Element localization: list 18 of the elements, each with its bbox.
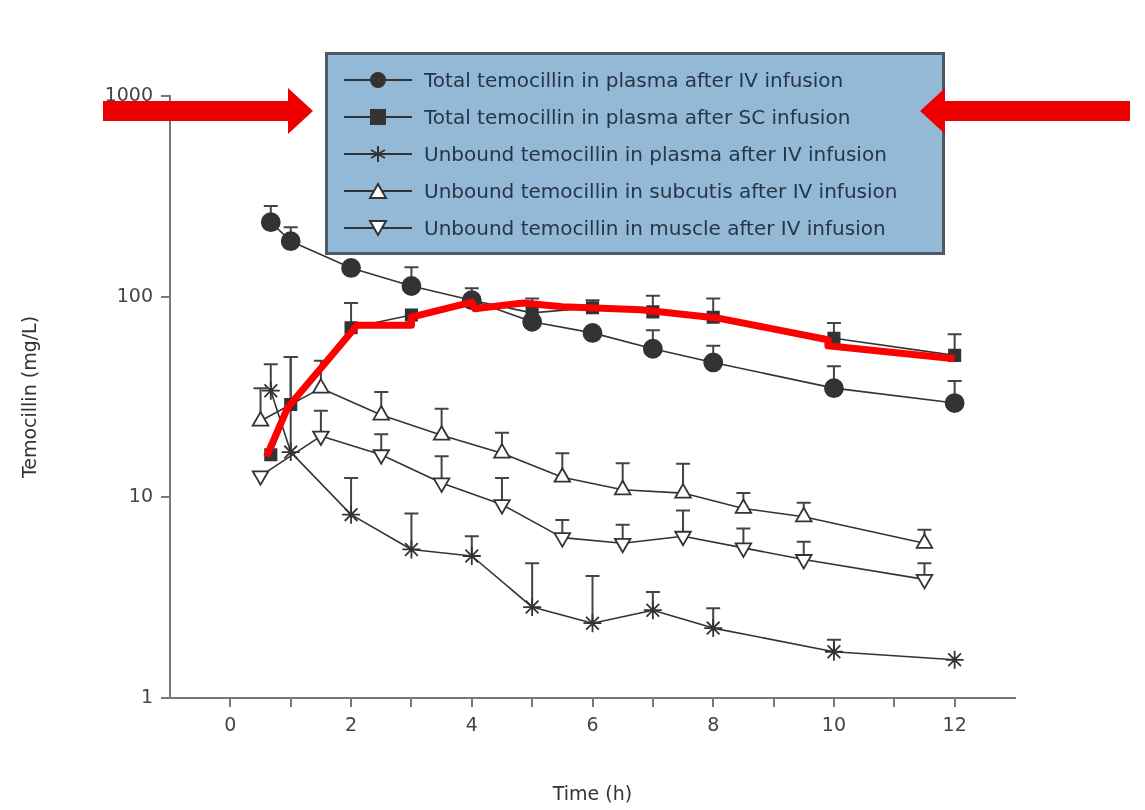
legend-label: Unbound temocillin in muscle after IV infusion	[424, 215, 886, 240]
y-tick-label: 1000	[104, 82, 153, 105]
legend-label: Unbound temocillin in subcutis after IV infusion	[424, 178, 898, 203]
legend-label: Total temocillin in plasma after SC infusion	[424, 104, 851, 129]
legend-label: Unbound temocillin in plasma after IV infusion	[424, 141, 887, 166]
x-axis-title: Time (h)	[551, 781, 633, 804]
y-tick-label: 100	[116, 283, 153, 306]
y-tick-label: 1	[140, 684, 153, 707]
x-tick-label: 10	[821, 713, 847, 736]
x-tick-label: 2	[345, 713, 358, 736]
legend-label: Total temocillin in plasma after IV infusion	[424, 67, 844, 92]
x-tick-label: 12	[942, 713, 967, 736]
x-tick-label: 0	[224, 713, 237, 736]
x-tick-label: 4	[465, 713, 478, 736]
x-tick-label: 6	[586, 713, 599, 736]
y-axis-title: Temocillin (mg/L)	[18, 315, 41, 480]
x-tick-label: 8	[707, 713, 720, 736]
y-tick-label: 10	[128, 484, 153, 507]
